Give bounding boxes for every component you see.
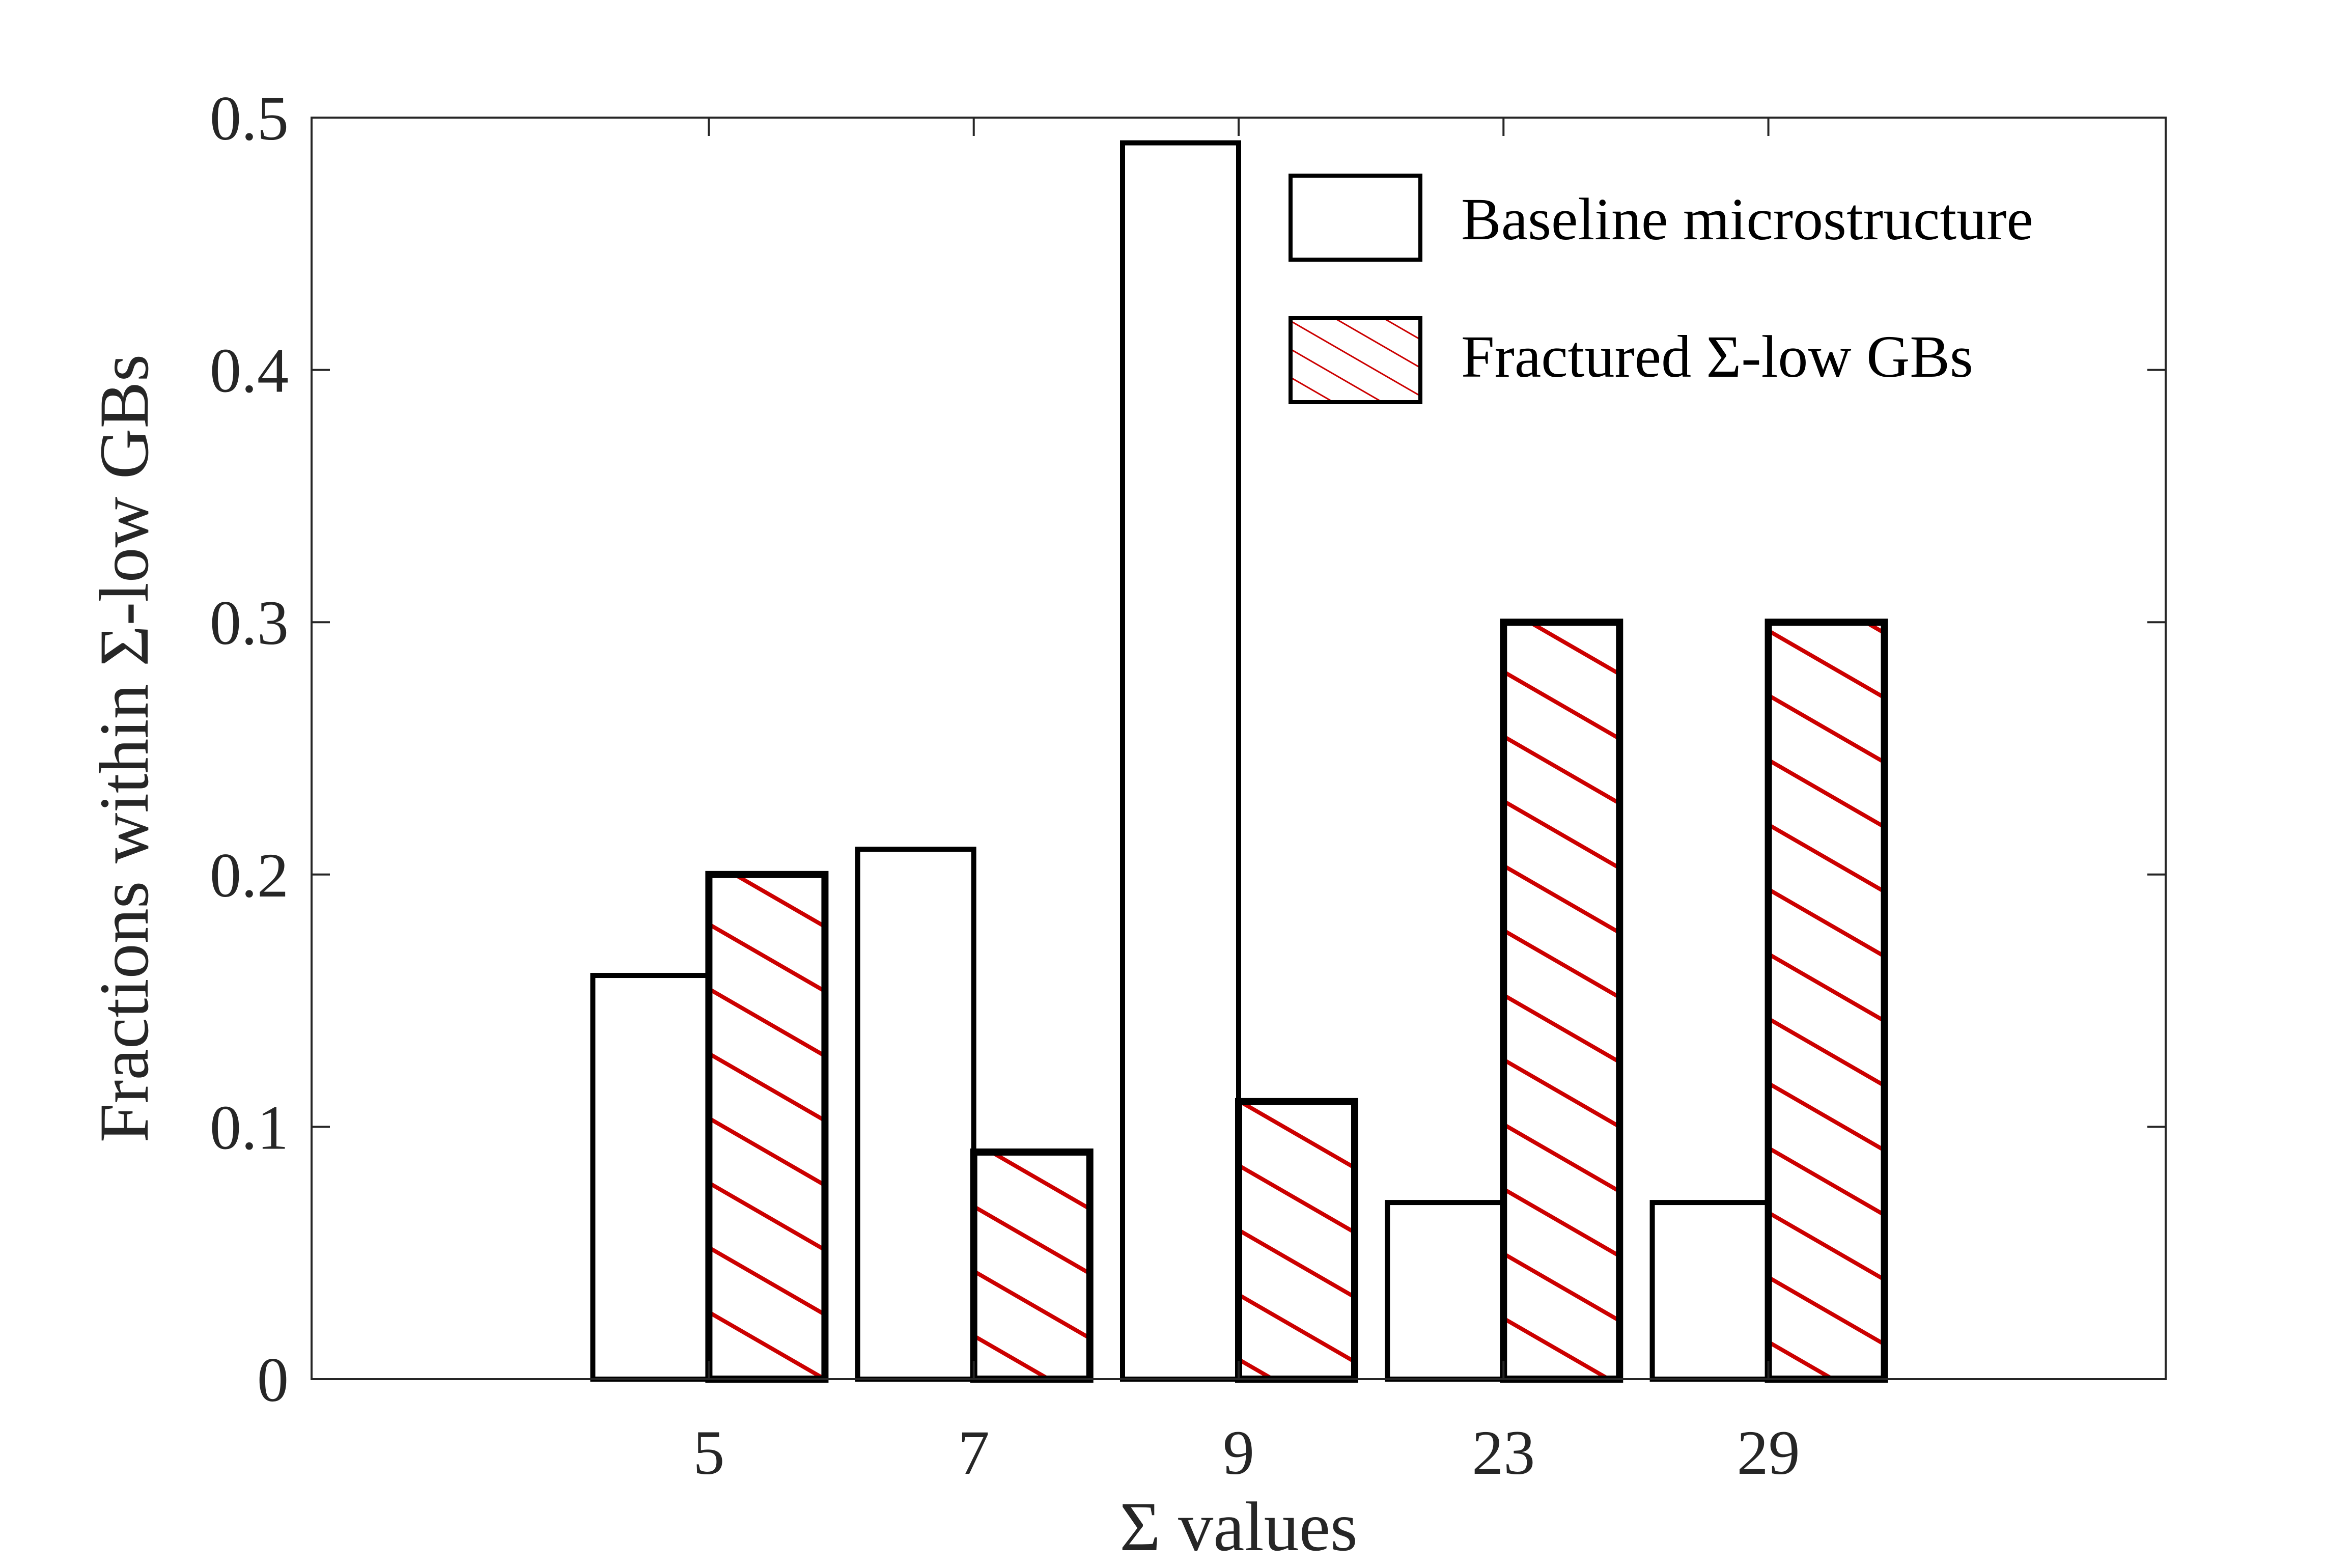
y-axis-label: Fractions within Σ-low GBs: [85, 354, 163, 1142]
legend-label-fractured: Fractured Σ-low GBs: [1461, 323, 1973, 390]
bar-fractured-sigma-5: [705, 871, 829, 1383]
legend: Baseline microstructure Fractured Σ-low …: [1289, 174, 2033, 404]
legend-swatch-fractured: [1289, 316, 1422, 404]
y-tick-label: 0.3: [210, 588, 289, 658]
legend-label-baseline: Baseline microstructure: [1461, 186, 2033, 253]
x-tick-label: 5: [693, 1418, 724, 1488]
bar-baseline-sigma-9: [1120, 140, 1241, 1382]
bar-fractured-sigma-9: [1235, 1098, 1358, 1383]
y-tick-label: 0.1: [210, 1093, 289, 1162]
x-tick-label: 9: [1223, 1418, 1254, 1488]
y-tick-label: 0: [257, 1345, 289, 1415]
x-tick-label: 23: [1472, 1418, 1535, 1488]
y-tick-label: 0.4: [210, 336, 289, 406]
y-tick-label: 0.5: [210, 83, 289, 153]
bar-baseline-sigma-5: [590, 973, 712, 1382]
bar-fractured-sigma-7: [970, 1148, 1094, 1383]
bar-baseline-sigma-23: [1385, 1200, 1506, 1382]
x-axis-label: Σ values: [1119, 1488, 1357, 1565]
bar-fractured-sigma-23: [1500, 619, 1623, 1383]
x-axis-ticks: 5 7 9 23 29: [693, 118, 1800, 1488]
bar-baseline-sigma-7: [855, 847, 976, 1382]
legend-swatch-baseline: [1289, 174, 1422, 262]
bars: [590, 140, 1888, 1383]
bar-baseline-sigma-29: [1649, 1200, 1771, 1382]
y-axis-ticks: 0 0.1 0.2 0.3 0.4 0.5: [210, 83, 2166, 1415]
x-tick-label: 29: [1737, 1418, 1800, 1488]
y-tick-label: 0.2: [210, 841, 289, 910]
x-tick-label: 7: [958, 1418, 990, 1488]
bar-fractured-sigma-29: [1765, 619, 1888, 1383]
